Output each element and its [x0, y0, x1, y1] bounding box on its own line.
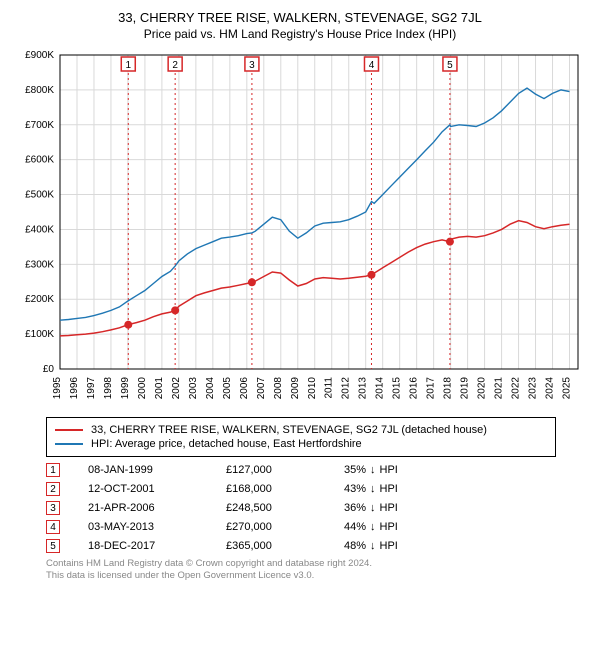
svg-text:£900K: £900K — [25, 50, 54, 61]
svg-text:2021: 2021 — [494, 377, 505, 400]
transaction-price: £270,000 — [226, 521, 316, 533]
svg-text:1: 1 — [125, 60, 131, 71]
transaction-price: £248,500 — [226, 502, 316, 514]
svg-text:2017: 2017 — [426, 377, 437, 400]
svg-text:2012: 2012 — [341, 377, 352, 400]
transaction-price: £365,000 — [226, 540, 316, 552]
legend-swatch-property — [55, 429, 83, 431]
svg-text:£800K: £800K — [25, 85, 54, 96]
transaction-delta: 36% ↓ HPI — [344, 502, 454, 514]
arrow-down-icon: ↓ — [370, 521, 376, 533]
transaction-date: 03-MAY-2013 — [88, 521, 198, 533]
chart-container: 33, CHERRY TREE RISE, WALKERN, STEVENAGE… — [0, 0, 600, 587]
legend-swatch-hpi — [55, 443, 83, 445]
svg-text:2025: 2025 — [562, 377, 573, 400]
svg-text:£600K: £600K — [25, 155, 54, 166]
svg-text:£200K: £200K — [25, 294, 54, 305]
footer-line-2: This data is licensed under the Open Gov… — [46, 570, 556, 582]
svg-text:2016: 2016 — [409, 377, 420, 400]
svg-text:2005: 2005 — [222, 377, 233, 400]
svg-text:1998: 1998 — [103, 377, 114, 400]
svg-text:£300K: £300K — [25, 259, 54, 270]
arrow-down-icon: ↓ — [370, 502, 376, 514]
svg-text:2024: 2024 — [545, 377, 556, 400]
transaction-marker: 1 — [46, 463, 60, 477]
transaction-price: £127,000 — [226, 464, 316, 476]
transaction-delta: 48% ↓ HPI — [344, 540, 454, 552]
svg-text:2002: 2002 — [171, 377, 182, 400]
legend-label-hpi: HPI: Average price, detached house, East… — [91, 438, 362, 450]
footer-line-1: Contains HM Land Registry data © Crown c… — [46, 558, 556, 570]
transaction-delta: 44% ↓ HPI — [344, 521, 454, 533]
transaction-date: 18-DEC-2017 — [88, 540, 198, 552]
chart-svg: £0 £100K £200K £300K £400K £500K £600K £700K £80… — [12, 49, 588, 409]
transaction-marker: 2 — [46, 482, 60, 496]
svg-text:2006: 2006 — [239, 377, 250, 400]
svg-text:£700K: £700K — [25, 120, 54, 131]
svg-text:2008: 2008 — [273, 377, 284, 400]
svg-text:2004: 2004 — [205, 377, 216, 400]
transaction-date: 12-OCT-2001 — [88, 483, 198, 495]
transaction-row: 1 08-JAN-1999 £127,000 35% ↓ HPI — [46, 463, 556, 477]
svg-text:3: 3 — [249, 60, 255, 71]
svg-text:4: 4 — [369, 60, 375, 71]
svg-text:2015: 2015 — [392, 377, 403, 400]
svg-text:£100K: £100K — [25, 329, 54, 340]
legend-row-property: 33, CHERRY TREE RISE, WALKERN, STEVENAGE… — [55, 424, 547, 436]
svg-text:2023: 2023 — [528, 377, 539, 400]
svg-text:2020: 2020 — [477, 377, 488, 400]
svg-text:£500K: £500K — [25, 190, 54, 201]
legend-label-property: 33, CHERRY TREE RISE, WALKERN, STEVENAGE… — [91, 424, 487, 436]
svg-text:1999: 1999 — [120, 377, 131, 400]
svg-text:2018: 2018 — [443, 377, 454, 400]
legend-row-hpi: HPI: Average price, detached house, East… — [55, 438, 547, 450]
svg-text:£0: £0 — [43, 364, 55, 375]
svg-text:2: 2 — [172, 60, 178, 71]
transaction-marker: 5 — [46, 539, 60, 553]
transaction-row: 5 18-DEC-2017 £365,000 48% ↓ HPI — [46, 539, 556, 553]
svg-text:2003: 2003 — [188, 377, 199, 400]
transaction-date: 08-JAN-1999 — [88, 464, 198, 476]
svg-text:2009: 2009 — [290, 377, 301, 400]
transaction-delta: 43% ↓ HPI — [344, 483, 454, 495]
arrow-down-icon: ↓ — [370, 483, 376, 495]
svg-text:2001: 2001 — [154, 377, 165, 400]
transaction-marker: 3 — [46, 501, 60, 515]
transaction-marker: 4 — [46, 520, 60, 534]
svg-text:2000: 2000 — [137, 377, 148, 400]
transaction-row: 3 21-APR-2006 £248,500 36% ↓ HPI — [46, 501, 556, 515]
svg-text:2022: 2022 — [511, 377, 522, 400]
svg-text:5: 5 — [447, 60, 453, 71]
chart-subtitle: Price paid vs. HM Land Registry's House … — [12, 27, 588, 41]
transaction-delta: 35% ↓ HPI — [344, 464, 454, 476]
chart-title: 33, CHERRY TREE RISE, WALKERN, STEVENAGE… — [12, 10, 588, 25]
svg-text:2013: 2013 — [358, 377, 369, 400]
svg-text:2014: 2014 — [375, 377, 386, 400]
legend: 33, CHERRY TREE RISE, WALKERN, STEVENAGE… — [46, 417, 556, 457]
transaction-price: £168,000 — [226, 483, 316, 495]
transaction-table: 1 08-JAN-1999 £127,000 35% ↓ HPI 2 12-OCT-200… — [46, 463, 556, 553]
svg-text:1997: 1997 — [86, 377, 97, 400]
svg-text:2011: 2011 — [324, 377, 335, 399]
svg-text:1995: 1995 — [52, 377, 63, 400]
transaction-row: 2 12-OCT-2001 £168,000 43% ↓ HPI — [46, 482, 556, 496]
arrow-down-icon: ↓ — [370, 464, 376, 476]
transaction-date: 21-APR-2006 — [88, 502, 198, 514]
footer-attribution: Contains HM Land Registry data © Crown c… — [46, 558, 556, 583]
svg-text:1996: 1996 — [69, 377, 80, 400]
arrow-down-icon: ↓ — [370, 540, 376, 552]
chart-plot-area: £0 £100K £200K £300K £400K £500K £600K £700K £80… — [12, 49, 588, 409]
svg-text:2010: 2010 — [307, 377, 318, 400]
svg-text:2019: 2019 — [460, 377, 471, 400]
svg-text:£400K: £400K — [25, 224, 54, 235]
svg-text:2007: 2007 — [256, 377, 267, 400]
transaction-row: 4 03-MAY-2013 £270,000 44% ↓ HPI — [46, 520, 556, 534]
